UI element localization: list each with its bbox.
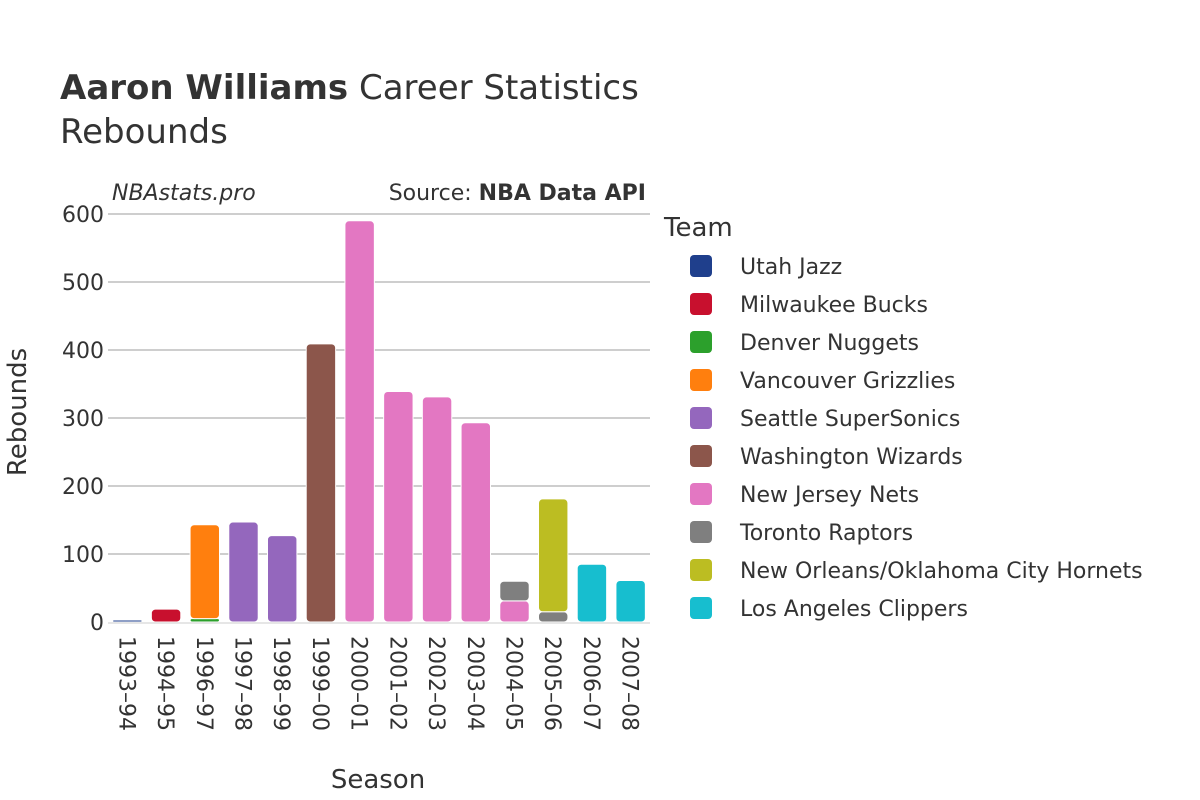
legend-item[interactable]: Washington Wizards [690,445,963,470]
x-tick-label: 2000–01 [346,636,371,731]
site-credit: NBAstats.pro [112,181,256,206]
legend-item[interactable]: Los Angeles Clippers [690,597,968,622]
y-tick-label: 500 [62,271,104,296]
bar-new-jersey-nets-2001–02[interactable] [383,390,414,623]
legend-swatch [690,445,712,467]
player-name: Aaron Williams [60,68,349,108]
legend-label: Toronto Raptors [739,521,913,546]
x-tick-label: 2005–06 [539,636,564,731]
legend-label: Los Angeles Clippers [740,597,968,622]
legend-title: Team [663,213,733,243]
bar-vancouver-grizzlies-1996–97[interactable] [189,524,220,620]
gridlines [108,213,650,555]
x-tick-labels: 1993–94 1994–95 1996–97 1997–98 1998–99 1999–… [113,636,641,731]
y-tick-label: 100 [62,543,104,568]
source-credit: Source: NBA Data API [389,181,646,206]
source-name: NBA Data API [479,181,646,206]
bar-los-angeles-clippers-2006–07[interactable] [576,563,608,623]
legend-label: Milwaukee Bucks [740,293,928,318]
y-tick-label: 600 [62,203,104,228]
x-tick-label: 2007–08 [617,636,642,731]
legend-label: Vancouver Grizzlies [740,369,955,394]
y-tick-label: 0 [90,611,104,636]
legend-swatch [690,255,712,277]
bars [112,220,646,623]
legend-swatch [690,407,712,429]
x-tick-label: 1998–99 [268,636,293,731]
x-axis-title: Season [331,765,425,795]
legend-swatch [690,331,712,353]
bar-seattle-supersonics-1997–98[interactable] [228,521,259,623]
legend-label: Utah Jazz [740,255,842,280]
y-axis-title: Rebounds [3,348,33,476]
legend-item[interactable]: Denver Nuggets [690,331,919,356]
chart-title: Aaron Williams Career Statistics Rebound… [60,66,639,154]
source-prefix: Source: [389,181,479,206]
legend-item[interactable]: Seattle SuperSonics [690,407,960,432]
x-tick-label: 1994–95 [152,636,177,731]
x-tick-label: 1999–00 [307,636,332,731]
legend-label: New Orleans/Oklahoma City Hornets [740,559,1143,584]
bar-toronto-raptors-2004–05[interactable] [499,580,530,602]
legend-item[interactable]: New Orleans/Oklahoma City Hornets [690,559,1143,584]
bar-new-jersey-nets-2004–05[interactable] [499,600,530,623]
bar-seattle-supersonics-1998–99[interactable] [267,535,298,623]
y-tick-label: 300 [62,407,104,432]
bar-los-angeles-clippers-2007–08[interactable] [615,580,646,623]
x-tick-label: 2004–05 [501,636,526,731]
x-tick-label: 1993–94 [113,636,138,731]
legend-item[interactable]: Milwaukee Bucks [690,293,928,318]
x-tick-label: 1996–97 [191,636,216,731]
chart-subtitle: Rebounds [60,112,228,152]
legend-swatch [690,597,712,619]
bar-new-jersey-nets-2002–03[interactable] [421,396,453,623]
bar-denver-nuggets-1996–97[interactable] [189,618,220,623]
bar-utah-jazz-1993–94[interactable] [112,619,143,623]
legend-swatch [690,483,712,505]
legend-label: Seattle SuperSonics [740,407,960,432]
legend-item[interactable]: Utah Jazz [690,255,842,280]
legend-label: New Jersey Nets [740,483,919,508]
y-tick-label: 200 [62,475,104,500]
y-tick-label: 400 [62,339,104,364]
x-tick-label: 2006–07 [578,636,603,731]
legend-swatch [690,559,712,581]
bar-toronto-raptors-2005–06[interactable] [538,611,569,623]
x-tick-label: 2003–04 [462,636,487,731]
legend-label: Washington Wizards [740,445,963,470]
legend-swatch [690,293,712,315]
legend-item[interactable]: Vancouver Grizzlies [690,369,955,394]
bar-new-orleans-oklahoma-city-hornets-2005–06[interactable] [538,498,569,613]
x-tick-label: 2001–02 [384,636,409,731]
title-rest: Career Statistics [348,68,639,108]
legend-label: Denver Nuggets [740,331,919,356]
x-tick-label: 2002–03 [423,636,448,731]
legend: Utah Jazz Milwaukee Bucks Denver Nuggets Va… [690,255,1143,622]
bar-new-jersey-nets-2003–04[interactable] [460,422,491,623]
legend-item[interactable]: New Jersey Nets [690,483,919,508]
bar-milwaukee-bucks-1994–95[interactable] [150,608,182,623]
bar-new-jersey-nets-2000–01[interactable] [344,220,375,623]
legend-swatch [690,369,712,391]
legend-swatch [690,521,712,543]
bar-washington-wizards-1999–00[interactable] [305,343,337,623]
legend-item[interactable]: Toronto Raptors [690,521,913,546]
y-tick-labels: 0 100 200 300 400 500 600 [62,203,104,636]
x-tick-label: 1997–98 [230,636,255,731]
